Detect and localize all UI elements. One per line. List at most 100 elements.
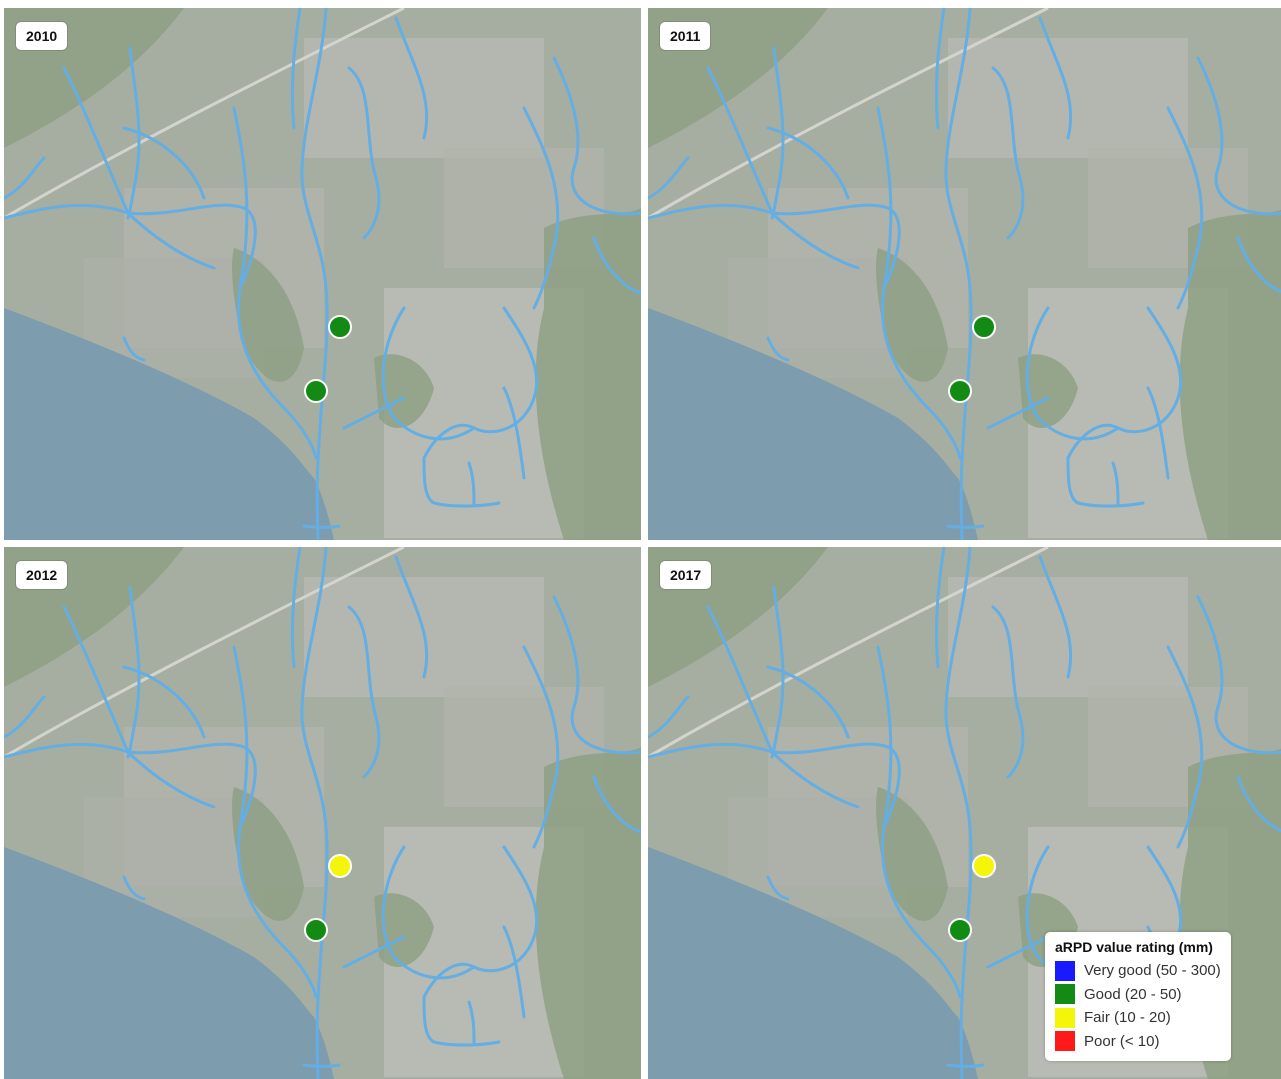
legend-label: Good (20 - 50) <box>1084 985 1182 1003</box>
aerial-map[interactable] <box>648 547 1281 1079</box>
legend-item-poor: Poor (< 10) <box>1055 1030 1221 1054</box>
site-marker-lower[interactable] <box>304 918 328 942</box>
stream-line <box>1025 306 1120 441</box>
legend-label: Very good (50 - 300) <box>1084 962 1221 980</box>
stream-line <box>422 456 501 508</box>
stream-line <box>766 126 850 200</box>
stream-line <box>232 645 249 829</box>
stream-line <box>946 524 985 529</box>
vegetation-area <box>535 208 641 540</box>
stream-line <box>770 46 785 220</box>
stream-line <box>986 396 1050 430</box>
map-panel-2010[interactable]: 2010 <box>4 8 641 540</box>
aerial-map[interactable] <box>4 8 641 540</box>
stream-line <box>502 386 526 480</box>
vegetation-area <box>535 747 641 1079</box>
vegetation-area <box>232 248 304 382</box>
stream-line <box>122 665 206 739</box>
stream-line <box>648 156 690 200</box>
aerial-map[interactable] <box>648 8 1281 540</box>
stream-line <box>4 156 46 200</box>
stream-line <box>552 595 641 755</box>
year-label: 2017 <box>660 561 712 589</box>
site-marker-lower[interactable] <box>304 379 328 403</box>
legend-swatch <box>1055 960 1075 981</box>
stream-line <box>126 211 216 270</box>
site-marker-upper[interactable] <box>328 854 352 878</box>
vegetation-area <box>876 787 948 921</box>
stream-line <box>648 742 962 999</box>
stream-line <box>62 66 130 215</box>
stream-line <box>300 547 329 1079</box>
legend: aRPD value rating (mm) Very good (50 - 3… <box>1045 932 1231 1061</box>
vegetation-area <box>1179 209 1281 540</box>
site-marker-upper[interactable] <box>328 315 352 339</box>
vegetation-area <box>876 248 948 382</box>
stream-line <box>706 605 774 754</box>
stream-line <box>62 605 130 754</box>
stream-line <box>342 396 406 430</box>
year-label: 2011 <box>660 22 711 50</box>
sea-area <box>4 308 334 540</box>
vegetation-area <box>232 787 304 921</box>
stream-line <box>1146 386 1170 480</box>
stream-line <box>1066 456 1145 508</box>
stream-line <box>347 605 381 779</box>
map-panel-2012[interactable]: 2012 <box>4 547 641 1079</box>
stream-line <box>467 1000 476 1044</box>
sea-area <box>648 308 978 540</box>
site-marker-lower[interactable] <box>948 918 972 942</box>
stream-line <box>290 8 302 130</box>
motorway-line <box>4 8 405 220</box>
stream-line <box>991 66 1025 240</box>
stream-line <box>394 555 429 679</box>
motorway-line <box>4 547 405 759</box>
stream-line <box>122 875 146 901</box>
stream-line <box>876 106 893 290</box>
map-panel-2011[interactable]: 2011 <box>648 8 1281 540</box>
stream-line <box>1038 16 1073 140</box>
stream-line <box>381 306 476 441</box>
stream-line <box>934 547 946 669</box>
stream-line <box>770 585 785 759</box>
stream-line <box>944 547 973 1079</box>
site-marker-upper[interactable] <box>972 854 996 878</box>
stream-line <box>1196 56 1281 216</box>
year-label: 2012 <box>16 561 68 589</box>
stream-line <box>394 16 429 140</box>
stream-line <box>4 695 46 739</box>
legend-swatch <box>1055 1031 1075 1052</box>
aerial-map[interactable] <box>4 547 641 1079</box>
legend-swatch <box>1055 984 1075 1005</box>
legend-label: Fair (10 - 20) <box>1084 1009 1171 1027</box>
sea-area <box>4 847 334 1079</box>
stream-line <box>1196 595 1281 755</box>
stream-line <box>648 203 962 460</box>
stream-line <box>126 750 216 809</box>
stream-line <box>1166 106 1204 310</box>
stream-line <box>1038 555 1073 679</box>
legend-title: aRPD value rating (mm) <box>1055 939 1213 955</box>
map-tint <box>648 8 1281 540</box>
stream-line <box>522 106 560 310</box>
stream-line <box>766 336 790 362</box>
stream-line <box>1236 775 1281 833</box>
sea-area <box>648 847 978 1079</box>
stream-line <box>122 126 206 200</box>
stream-line <box>770 750 860 809</box>
stream-line <box>934 8 946 130</box>
legend-swatch <box>1055 1007 1075 1028</box>
site-marker-lower[interactable] <box>948 379 972 403</box>
stream-line <box>4 742 318 999</box>
year-label: 2010 <box>16 22 68 50</box>
site-marker-upper[interactable] <box>972 315 996 339</box>
stream-line <box>347 66 381 240</box>
stream-line <box>300 8 329 540</box>
stream-line <box>126 46 141 220</box>
stream-line <box>552 56 641 216</box>
stream-line <box>381 845 476 980</box>
stream-line <box>467 461 476 505</box>
stream-line <box>126 585 141 759</box>
stream-line <box>986 935 1050 969</box>
legend-item-good: Good (20 - 50) <box>1055 983 1221 1007</box>
